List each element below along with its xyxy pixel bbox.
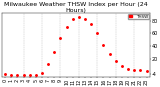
Title: Milwaukee Weather THSW Index per Hour (24 Hours): Milwaukee Weather THSW Index per Hour (2… [4, 2, 148, 13]
Point [133, 69, 136, 70]
Point [59, 38, 62, 39]
Point [4, 73, 6, 75]
Point [53, 52, 56, 53]
Point [108, 53, 111, 54]
Point [65, 26, 68, 28]
Point [84, 18, 86, 19]
Point [10, 74, 13, 75]
Point [28, 75, 31, 76]
Point [145, 70, 148, 72]
Point [16, 74, 19, 76]
Point [35, 74, 37, 75]
Point [47, 63, 49, 65]
Point [90, 23, 92, 24]
Legend: THSW: THSW [128, 14, 149, 19]
Point [102, 44, 105, 45]
Point [78, 16, 80, 17]
Point [72, 19, 74, 20]
Point [41, 73, 43, 74]
Point [96, 33, 99, 34]
Point [127, 68, 129, 70]
Point [139, 70, 142, 71]
Point [22, 75, 25, 76]
Point [121, 66, 123, 67]
Point [115, 61, 117, 62]
